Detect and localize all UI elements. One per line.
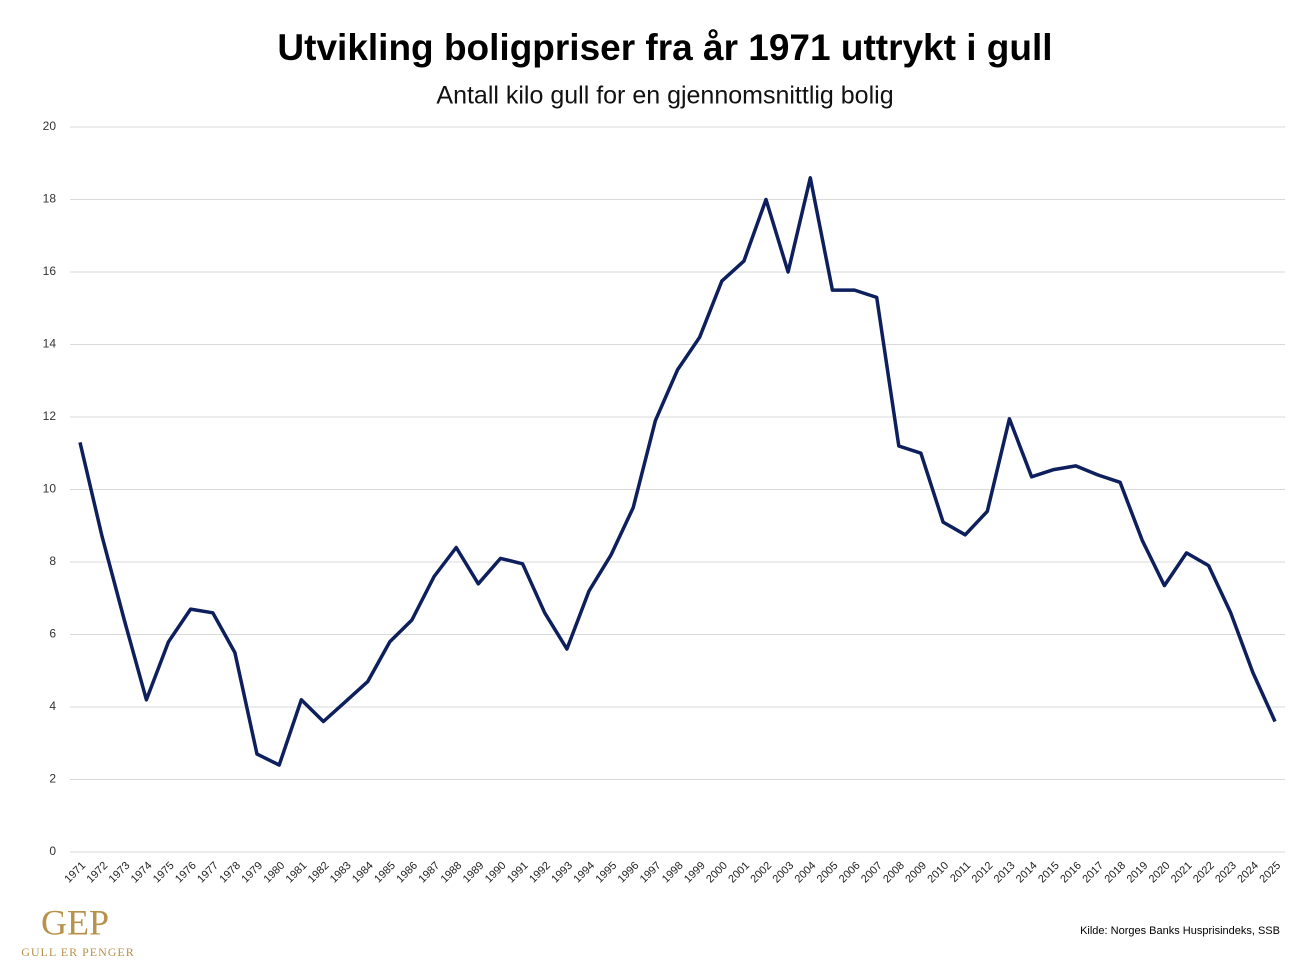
x-tick-label: 1978 xyxy=(217,860,243,886)
x-tick-label: 2019 xyxy=(1125,860,1151,886)
x-tick-label: 1998 xyxy=(660,860,686,886)
y-tick-label: 20 xyxy=(43,119,57,133)
x-tick-label: 2001 xyxy=(726,860,752,886)
y-tick-label: 0 xyxy=(49,844,56,858)
x-tick-label: 2018 xyxy=(1102,860,1128,886)
x-tick-label: 1996 xyxy=(616,860,642,886)
y-tick-label: 4 xyxy=(49,699,56,713)
x-tick-label: 1986 xyxy=(394,860,420,886)
x-tick-label: 1974 xyxy=(129,860,155,886)
x-tick-label: 1984 xyxy=(350,860,376,886)
y-tick-label: 2 xyxy=(49,772,56,786)
x-tick-label: 2007 xyxy=(859,860,885,886)
x-tick-label: 2015 xyxy=(1036,860,1062,886)
x-tick-label: 1977 xyxy=(195,860,221,886)
y-tick-label: 8 xyxy=(49,554,56,568)
y-tick-label: 14 xyxy=(43,337,57,351)
data-line xyxy=(78,176,1277,767)
x-tick-label: 1988 xyxy=(439,860,465,886)
x-tick-label: 1979 xyxy=(239,860,265,886)
y-tick-label: 6 xyxy=(49,627,56,641)
x-tick-label: 2012 xyxy=(970,860,996,886)
x-tick-label: 2009 xyxy=(903,860,929,886)
x-tick-label: 2024 xyxy=(1235,860,1261,886)
x-tick-label: 1992 xyxy=(527,860,553,886)
y-tick-label: 10 xyxy=(43,482,57,496)
x-tick-label: 1994 xyxy=(571,860,597,886)
x-tick-label: 2000 xyxy=(704,860,730,886)
x-tick-label: 2005 xyxy=(815,860,841,886)
x-tick-label: 2025 xyxy=(1257,860,1283,886)
y-tick-label: 12 xyxy=(43,409,57,423)
x-tick-label: 1999 xyxy=(682,860,708,886)
x-tick-label: 2004 xyxy=(793,860,819,886)
x-tick-label: 2020 xyxy=(1147,860,1173,886)
x-tick-label: 1980 xyxy=(262,860,288,886)
x-tick-label: 1983 xyxy=(328,860,354,886)
x-tick-label: 1972 xyxy=(85,860,111,886)
x-tick-label: 2013 xyxy=(992,860,1018,886)
x-tick-label: 1971 xyxy=(62,860,88,886)
logo-mark: GEP xyxy=(41,902,109,942)
y-tick-label: 16 xyxy=(43,264,57,278)
x-tick-label: 1985 xyxy=(372,860,398,886)
x-tick-label: 1991 xyxy=(505,860,531,886)
x-tick-label: 1981 xyxy=(284,860,310,886)
x-tick-label: 2021 xyxy=(1169,860,1195,886)
chart-title: Utvikling boligpriser fra år 1971 uttryk… xyxy=(277,27,1052,68)
x-tick-label: 1975 xyxy=(151,860,177,886)
x-tick-label: 1982 xyxy=(306,860,332,886)
chart-subtitle: Antall kilo gull for en gjennomsnittlig … xyxy=(436,82,893,110)
logo-tagline: GULL ER PENGER xyxy=(21,945,135,959)
x-tick-label: 2022 xyxy=(1191,860,1217,886)
x-tick-label: 1993 xyxy=(549,860,575,886)
y-tick-label: 18 xyxy=(43,192,57,206)
x-tick-label: 2003 xyxy=(771,860,797,886)
x-tick-label: 2017 xyxy=(1080,860,1106,886)
source-note: Kilde: Norges Banks Husprisindeks, SSB xyxy=(1080,925,1280,937)
x-tick-label: 2023 xyxy=(1213,860,1239,886)
x-tick-label: 2002 xyxy=(748,860,774,886)
x-tick-label: 1987 xyxy=(416,860,442,886)
x-tick-label: 2011 xyxy=(948,860,973,885)
x-tick-label: 1973 xyxy=(107,860,133,886)
x-tick-label: 2010 xyxy=(925,860,951,886)
x-tick-label: 1989 xyxy=(461,860,487,886)
x-tick-label: 1995 xyxy=(593,860,619,886)
x-tick-label: 2006 xyxy=(837,860,863,886)
x-tick-label: 1990 xyxy=(483,860,509,886)
x-tick-label: 1976 xyxy=(173,860,199,886)
x-tick-label: 2016 xyxy=(1058,860,1084,886)
x-tick-label: 2008 xyxy=(881,860,907,886)
x-tick-label: 1997 xyxy=(638,860,664,886)
x-tick-label: 2014 xyxy=(1014,860,1040,886)
